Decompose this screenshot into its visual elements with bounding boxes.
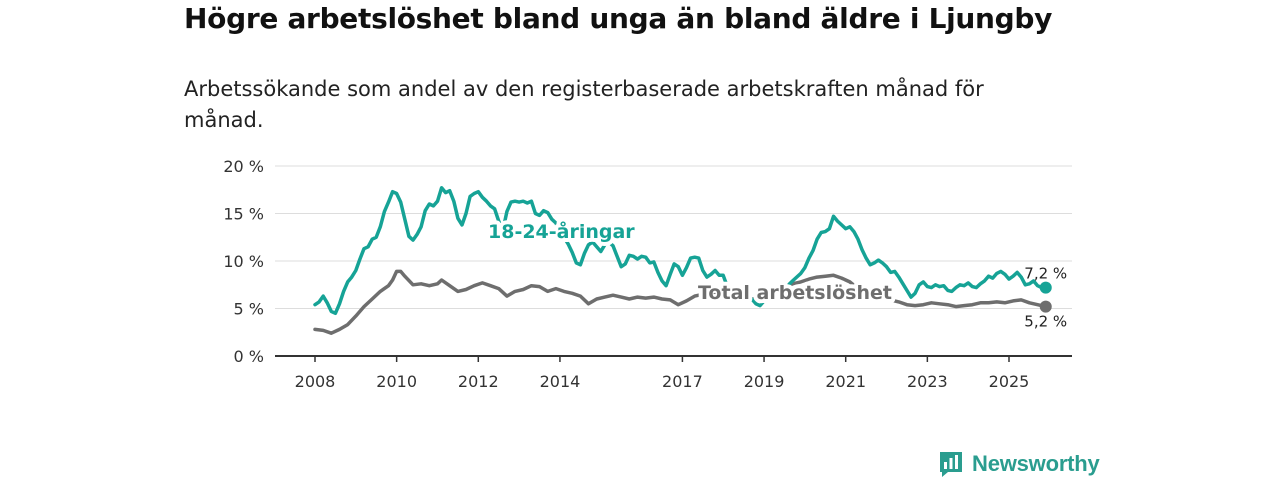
y-axis-ticks: 0 % 5 % 10 % 15 % 20 %	[223, 157, 264, 366]
chart-title: Högre arbetslöshet bland unga än bland ä…	[184, 2, 1053, 35]
y-tick-label: 5 %	[234, 300, 264, 319]
x-tick-label: 2014	[540, 372, 581, 391]
x-tick-label: 2023	[907, 372, 948, 391]
y-tick-label: 10 %	[223, 252, 264, 271]
y-tick-label: 20 %	[223, 157, 264, 176]
series-labels: 5,2 % 7,2 % 18-24-åringar Total arbetslöshe…	[484, 215, 1067, 331]
series-layer	[313, 186, 1052, 335]
y-tick-label: 15 %	[223, 205, 264, 224]
x-tick-label: 2012	[458, 372, 499, 391]
x-tick-label: 2025	[989, 372, 1030, 391]
y-tick-label: 0 %	[234, 347, 264, 366]
brand-name: Newsworthy	[972, 451, 1100, 476]
youth-series-label: 18-24-åringar	[488, 219, 635, 243]
youth-end-label: 7,2 %	[1024, 265, 1067, 283]
total-end-label: 5,2 %	[1024, 313, 1067, 331]
x-axis-ticks: 2008 2010 2012 2014 2017 2019 2021 2023 2025	[295, 356, 1030, 391]
x-tick-label: 2008	[295, 372, 336, 391]
x-tick-label: 2021	[825, 372, 866, 391]
youth-series-line	[313, 186, 1048, 316]
bar-chart-badge-icon	[940, 452, 962, 477]
total-end-point	[1039, 300, 1052, 313]
grid-layer	[275, 165, 1072, 357]
total-series-label: Total arbetslöshet	[698, 282, 892, 304]
youth-end-point	[1039, 281, 1052, 294]
x-tick-label: 2010	[376, 372, 417, 391]
chart-subtitle: Arbetssökande som andel av den registerb…	[184, 77, 984, 132]
brand-logo: Newsworthy	[938, 448, 1100, 480]
total-series-line	[313, 269, 1048, 335]
x-tick-label: 2019	[744, 372, 785, 391]
x-tick-label: 2017	[662, 372, 703, 391]
